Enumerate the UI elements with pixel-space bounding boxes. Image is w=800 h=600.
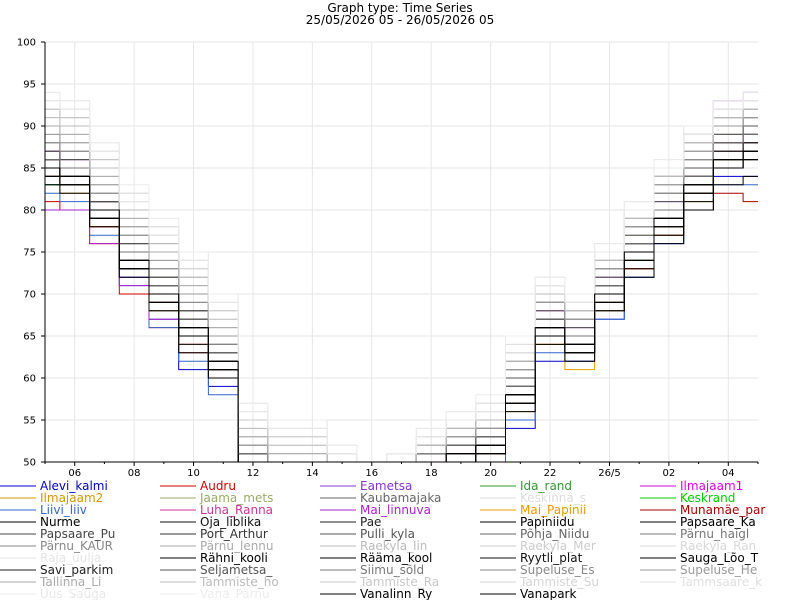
legend-label: Pärnu_lennu	[200, 539, 274, 553]
legend-label: Rääma_kool	[360, 551, 432, 565]
legend-label: Papiniidu	[520, 515, 575, 529]
legend-label: Raekyla_Mer	[520, 539, 596, 553]
legend: Alevi_kalmi Audru Eametsa Ida_rand Ilmajaam1…	[0, 479, 765, 600]
legend-label: Tammiste_Ra	[359, 575, 439, 589]
chart-title: Graph type: Time Series	[327, 1, 472, 15]
legend-label: Mai_Papinii	[520, 503, 586, 517]
x-tick-label: 16	[365, 468, 378, 479]
legend-label: Papsaare_Ka	[680, 515, 756, 529]
y-tick-label: 70	[23, 290, 36, 301]
legend-label: Eametsa	[360, 479, 412, 493]
legend-label: Alevi_kalmi	[40, 479, 108, 493]
legend-label: Kaubamajaka	[360, 491, 441, 505]
x-tick-label: 02	[663, 468, 676, 479]
legend-label: Audru	[200, 479, 236, 493]
legend-label: Savi_parkim	[40, 563, 113, 577]
legend-label: Mai_linnuva	[360, 503, 431, 517]
legend-label: Pärnu_KAUR	[40, 539, 113, 553]
legend-label: Keskinna_s	[520, 491, 586, 505]
y-tick-label: 85	[23, 164, 36, 175]
legend-label: Vanapark	[520, 587, 576, 600]
y-tick-label: 80	[23, 206, 36, 217]
legend-label: Raekyla_lin	[360, 539, 427, 553]
legend-label: Ida_rand	[520, 479, 572, 493]
legend-label: Papsaare_Pu	[40, 527, 115, 541]
legend-label: Ryytli_plat	[520, 551, 583, 565]
legend-label: Vanalinn_Ry	[360, 587, 432, 600]
legend-label: Ilmajaam2	[40, 491, 103, 505]
x-tick-label: 18	[425, 468, 438, 479]
legend-label: Supeluse_Es	[520, 563, 595, 577]
legend-label: Oja_liblika	[200, 515, 261, 529]
legend-label: Port_Arthur	[200, 527, 268, 541]
x-tick-label: 20	[484, 468, 497, 479]
legend-label: Sauga_Lõo_T	[680, 551, 759, 565]
legend-label: Tammsaare_k	[679, 575, 762, 589]
legend-label: Raja_uulja	[40, 551, 101, 565]
chart-subtitle: 25/05/2026 05 - 26/05/2026 05	[306, 13, 494, 27]
x-tick-label: 26/5	[598, 468, 620, 479]
x-tick-label: 22	[544, 468, 557, 479]
y-tick-label: 55	[23, 416, 36, 427]
legend-label: Luha_Ranna	[200, 503, 273, 517]
x-tick-label: 12	[247, 468, 260, 479]
legend-label: Rähni_kooli	[200, 551, 268, 565]
legend-label: Tallinna_Li	[39, 575, 101, 589]
y-tick-label: 50	[23, 458, 36, 469]
legend-label: Supeluse_He	[680, 563, 757, 577]
y-tick-label: 65	[23, 332, 36, 343]
legend-label: Tammiste_ho	[199, 575, 279, 589]
x-tick-label: 06	[68, 468, 81, 479]
legend-label: Jaama_mets	[199, 491, 273, 505]
legend-label: Vana_Pärnu_	[200, 587, 277, 600]
legend-label: Pärnu_haigl	[680, 527, 749, 541]
legend-label: Seljametsa_	[200, 563, 273, 577]
legend-label: Siimu_sõld	[360, 563, 424, 577]
x-tick-label: 08	[128, 468, 141, 479]
x-tick-label: 04	[722, 468, 735, 479]
legend-label: Liivi_liiv	[40, 503, 87, 517]
series-line	[45, 91, 758, 463]
legend-label: Keskrand	[680, 491, 735, 505]
legend-label: Pulli_kyla	[360, 527, 415, 541]
y-tick-label: 95	[23, 80, 36, 91]
legend-label: Põhja_Niidu	[520, 527, 589, 541]
legend-label: Ilmajaam1	[680, 479, 743, 493]
x-tick-label: 14	[306, 468, 319, 479]
legend-label: Pae	[360, 515, 381, 529]
y-tick-label: 75	[23, 248, 36, 259]
legend-label: Nurme	[40, 515, 80, 529]
legend-label: Uus_Sauga	[40, 587, 106, 600]
x-axis-ticks: 06 08 10 12 14 16 18 20 22 26/5 02 04	[44, 462, 759, 479]
y-axis-ticks: 50 55 60 65 70 75 80 85 90 95 100	[17, 38, 45, 469]
x-tick-label: 10	[187, 468, 200, 479]
legend-label: Tammiste_Su	[519, 575, 599, 589]
legend-label: Munamäe_par	[680, 503, 765, 517]
y-tick-label: 60	[23, 374, 36, 385]
legend-label: Raekyla_Ran	[680, 539, 756, 553]
y-tick-label: 100	[17, 38, 36, 49]
y-tick-label: 90	[23, 122, 36, 133]
